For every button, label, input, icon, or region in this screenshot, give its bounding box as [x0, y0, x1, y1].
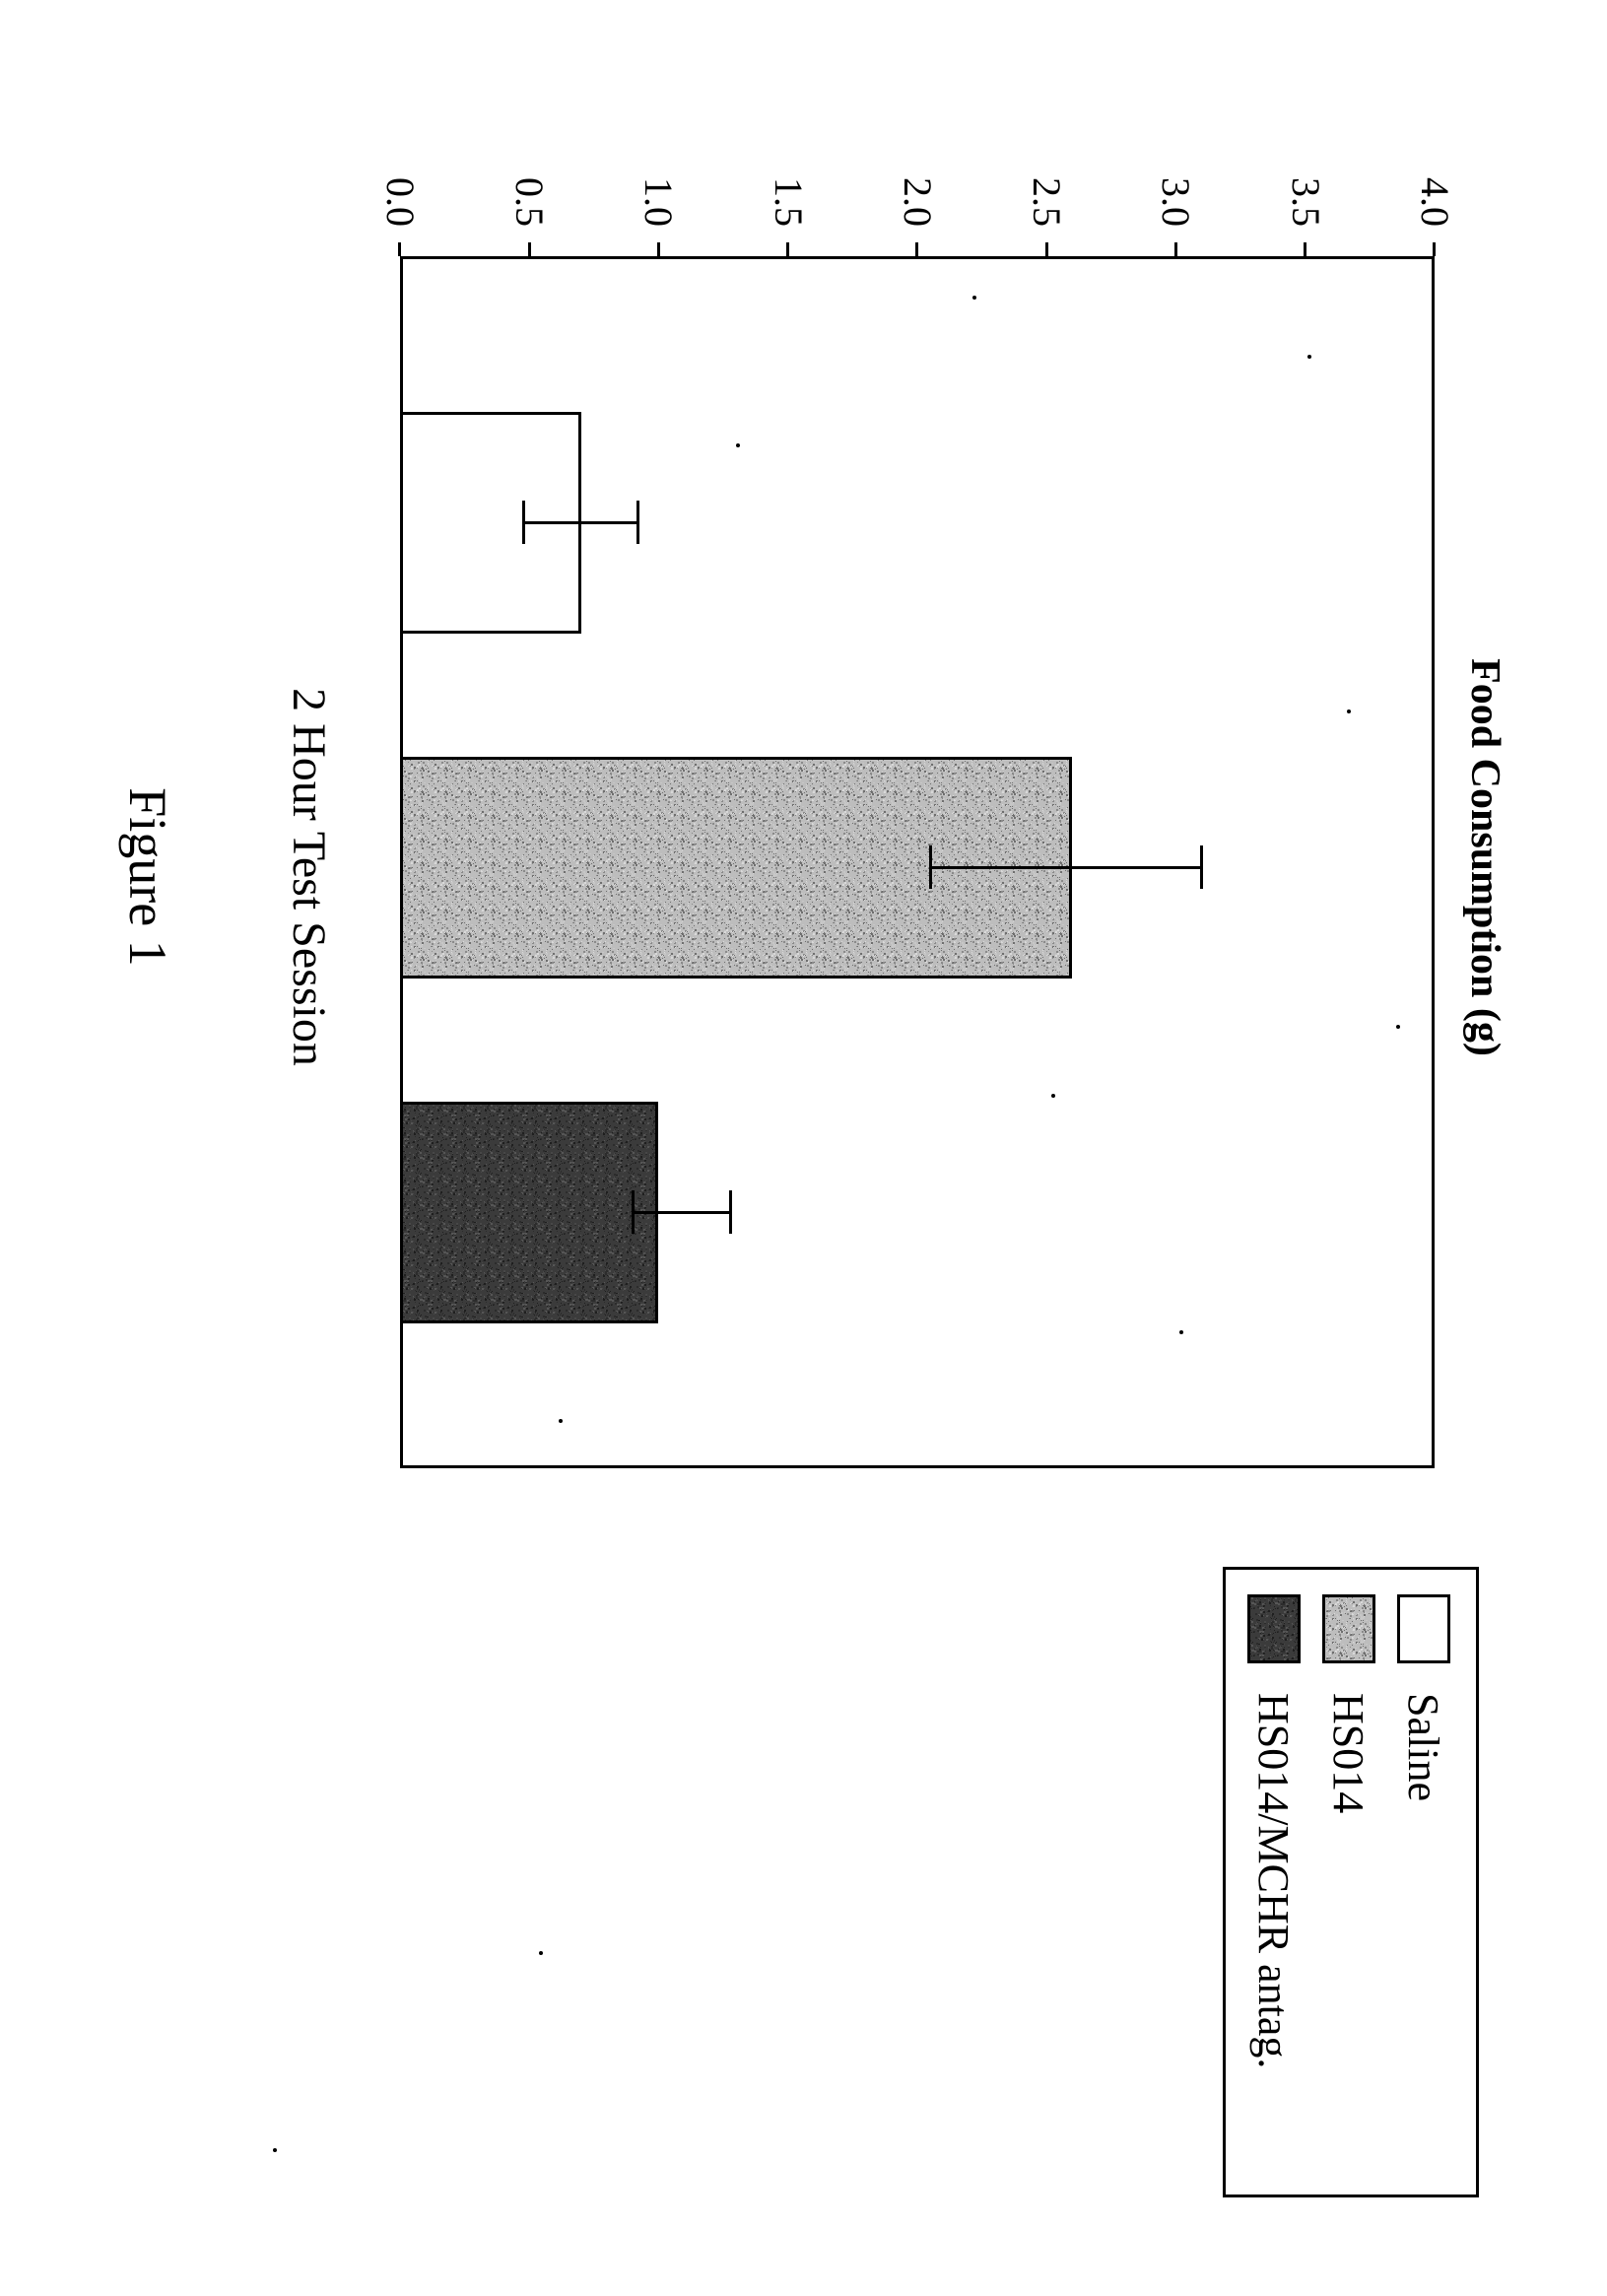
y-tick-label: 0.0: [377, 99, 424, 227]
legend-label: HS014: [1324, 1693, 1374, 1813]
legend-item: HS014/MCHR antag.: [1237, 1594, 1311, 2068]
legend-label: Saline: [1399, 1693, 1449, 1801]
y-tick-label: 2.0: [895, 99, 941, 227]
y-tick-label: 0.5: [506, 99, 553, 227]
y-tick: [657, 242, 660, 256]
y-tick: [1434, 242, 1437, 256]
legend-label: HS014/MCHR antag.: [1249, 1693, 1300, 2068]
speck: [1179, 1330, 1183, 1334]
speck: [273, 2148, 277, 2152]
y-tick-label: 2.5: [1024, 99, 1070, 227]
error-bar-cap-bottom: [929, 845, 932, 889]
legend-item: Saline: [1386, 1594, 1461, 1801]
error-bar-stem: [930, 866, 1202, 869]
speck: [559, 1419, 563, 1423]
y-tick-label: 4.0: [1412, 99, 1458, 227]
legend-swatch: [1322, 1594, 1375, 1663]
speck: [1307, 355, 1311, 359]
landscape-canvas: Food Consumption (g) 0.0 0.5 1.0 1.5 2.0 2.5 3…: [0, 0, 1607, 2296]
legend-swatch: [1247, 1594, 1301, 1663]
error-bar-cap-top: [1200, 845, 1203, 889]
y-tick: [1174, 242, 1177, 256]
error-bar-stem: [524, 521, 638, 524]
chart-title: Food Consumption (g): [1461, 414, 1508, 1301]
x-axis-label: 2 Hour Test Session: [282, 473, 336, 1281]
error-bar-cap-bottom: [632, 1190, 635, 1234]
y-tick: [528, 242, 531, 256]
legend-item: HS014: [1311, 1594, 1386, 1813]
y-tick-label: 1.5: [766, 99, 812, 227]
y-tick: [786, 242, 789, 256]
figure-caption: Figure 1: [117, 690, 178, 1064]
error-bar-cap-top: [636, 501, 639, 544]
error-bar-cap-bottom: [523, 501, 526, 544]
legend-swatch: [1397, 1594, 1450, 1663]
speck: [1396, 1025, 1400, 1029]
bar: [400, 1102, 659, 1323]
speck: [972, 296, 976, 300]
y-tick: [916, 242, 919, 256]
error-bar-cap-top: [730, 1190, 733, 1234]
y-tick-label: 3.0: [1154, 99, 1200, 227]
page-rotation-wrapper: Food Consumption (g) 0.0 0.5 1.0 1.5 2.0 2.5 3…: [0, 0, 1607, 1607]
speck: [539, 1951, 543, 1955]
speck: [736, 443, 740, 447]
y-tick-label: 1.0: [636, 99, 683, 227]
y-tick: [399, 242, 402, 256]
y-tick-label: 3.5: [1283, 99, 1329, 227]
speck: [1347, 709, 1351, 713]
speck: [1051, 1094, 1055, 1098]
y-tick: [1045, 242, 1048, 256]
y-tick: [1304, 242, 1306, 256]
error-bar-stem: [633, 1211, 731, 1214]
